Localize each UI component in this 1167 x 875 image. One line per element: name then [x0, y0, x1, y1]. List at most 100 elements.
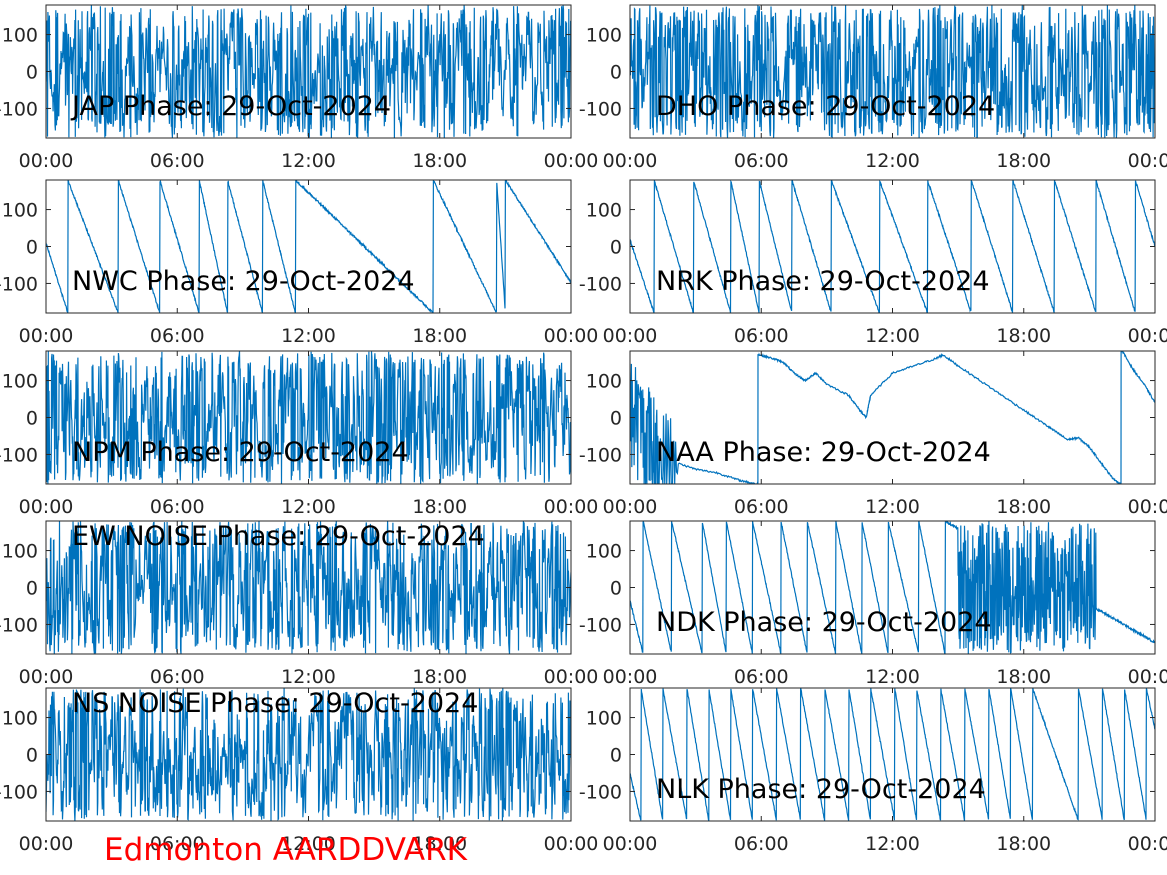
subplot-3: 100 0 -100 00:00 06:00 12:00 18:00 00:00 NWC Pha… [0, 179, 599, 347]
y-tick-label: 0 [26, 408, 38, 430]
y-tick-label: 100 [2, 371, 38, 393]
subplot-9: 100 0 -100 00:00 06:00 12:00 18:00 00:00 NS NOIS… [0, 687, 599, 855]
y-tick-label: 0 [610, 62, 622, 84]
subplot-2: 100 0 -100 00:00 06:00 12:00 18:00 00:00 DHO Pha… [579, 4, 1167, 172]
x-tick-label: 00:00 [1128, 150, 1167, 172]
x-tick-label: 12:00 [281, 833, 336, 855]
x-tick-label: 00:00 [603, 325, 658, 347]
subplot-title: NS NOISE Phase: 29-Oct-2024 [72, 688, 478, 719]
series-line [46, 688, 571, 821]
x-tick-label: 18:00 [412, 150, 467, 172]
y-tick-label: 100 [2, 541, 38, 563]
x-tick-label: 12:00 [865, 833, 920, 855]
x-tick-label: 12:00 [281, 150, 336, 172]
subplot-7: 100 0 -100 00:00 06:00 12:00 18:00 00:00 EW NOIS… [0, 520, 599, 688]
x-tick-label: 00:00 [19, 496, 74, 518]
y-tick-label: -100 [0, 781, 38, 803]
subplot-title: NWC Phase: 29-Oct-2024 [72, 266, 415, 297]
x-tick-label: 00:00 [544, 666, 599, 688]
x-tick-label: 00:00 [19, 325, 74, 347]
x-tick-label: 18:00 [996, 833, 1051, 855]
y-tick-label: 100 [586, 200, 622, 222]
y-tick-label: -100 [0, 444, 38, 466]
x-tick-label: 00:00 [19, 150, 74, 172]
subplot-title: NAA Phase: 29-Oct-2024 [656, 437, 991, 468]
x-tick-label: 12:00 [281, 325, 336, 347]
y-tick-label: -100 [579, 614, 622, 636]
y-tick-label: 100 [2, 25, 38, 47]
x-tick-label: 18:00 [412, 833, 467, 855]
series-line [630, 351, 1155, 484]
x-tick-label: 00:00 [603, 833, 658, 855]
subplot-6: 100 0 -100 00:00 06:00 12:00 18:00 00:00 NAA Pha… [579, 350, 1167, 518]
x-tick-label: 00:00 [1128, 666, 1167, 688]
x-tick-label: 00:00 [544, 833, 599, 855]
y-tick-label: -100 [0, 614, 38, 636]
y-tick-label: -100 [579, 273, 622, 295]
x-tick-label: 12:00 [281, 666, 336, 688]
subplot-title: NLK Phase: 29-Oct-2024 [656, 774, 986, 805]
subplot-title: JAP Phase: 29-Oct-2024 [70, 91, 391, 122]
y-tick-label: 0 [610, 408, 622, 430]
y-tick-label: -100 [0, 273, 38, 295]
series-line [630, 180, 1155, 313]
x-tick-label: 12:00 [865, 325, 920, 347]
x-tick-label: 18:00 [412, 666, 467, 688]
x-tick-label: 12:00 [865, 150, 920, 172]
y-tick-label: 100 [586, 25, 622, 47]
y-tick-label: -100 [579, 444, 622, 466]
subplot-5: 100 0 -100 00:00 06:00 12:00 18:00 00:00 NPM Pha… [0, 350, 598, 518]
x-tick-label: 00:00 [544, 325, 599, 347]
y-tick-label: 0 [26, 578, 38, 600]
y-tick-label: 0 [610, 578, 622, 600]
x-tick-label: 18:00 [996, 150, 1051, 172]
y-tick-label: -100 [579, 98, 622, 120]
subplot-title: NDK Phase: 29-Oct-2024 [656, 607, 992, 638]
x-tick-label: 06:00 [150, 150, 205, 172]
series-line [46, 521, 571, 654]
y-tick-label: 0 [610, 237, 622, 259]
x-tick-label: 00:00 [603, 666, 658, 688]
x-tick-label: 00:00 [19, 833, 74, 855]
y-tick-label: -100 [579, 781, 622, 803]
x-tick-label: 06:00 [734, 833, 789, 855]
x-tick-label: 12:00 [865, 496, 920, 518]
x-tick-label: 00:00 [544, 150, 599, 172]
x-tick-label: 06:00 [150, 666, 205, 688]
subplot-title: DHO Phase: 29-Oct-2024 [656, 91, 995, 122]
x-tick-label: 00:00 [1128, 496, 1167, 518]
y-tick-label: 0 [26, 237, 38, 259]
x-tick-label: 18:00 [412, 325, 467, 347]
subplot-title: NPM Phase: 29-Oct-2024 [72, 437, 409, 468]
x-tick-label: 00:00 [1128, 325, 1167, 347]
x-tick-label: 06:00 [734, 666, 789, 688]
y-tick-label: 100 [586, 371, 622, 393]
x-tick-label: 18:00 [996, 666, 1051, 688]
subplot-title: EW NOISE Phase: 29-Oct-2024 [72, 521, 485, 552]
series-line [46, 180, 571, 313]
y-tick-label: 0 [26, 745, 38, 767]
y-tick-label: 0 [610, 745, 622, 767]
subplot-4: 100 0 -100 00:00 06:00 12:00 18:00 00:00 NRK Pha… [579, 179, 1167, 347]
x-tick-label: 12:00 [281, 496, 336, 518]
y-tick-label: 0 [26, 62, 38, 84]
subplot-title: NRK Phase: 29-Oct-2024 [656, 266, 990, 297]
x-tick-label: 18:00 [412, 496, 467, 518]
y-tick-label: 100 [586, 541, 622, 563]
x-tick-label: 00:00 [603, 150, 658, 172]
series-line [46, 351, 571, 484]
x-tick-label: 06:00 [150, 833, 205, 855]
x-tick-label: 00:00 [19, 666, 74, 688]
x-tick-label: 06:00 [734, 496, 789, 518]
x-tick-label: 00:00 [603, 496, 658, 518]
y-tick-label: 100 [2, 708, 38, 730]
x-tick-label: 00:00 [1128, 833, 1167, 855]
series-line [630, 521, 1155, 654]
series-line [630, 5, 1155, 138]
subplot-1: 100 0 -100 00:00 06:00 12:00 18:00 00:00 JAP Pha… [0, 4, 599, 172]
subplot-10: 100 0 -100 00:00 06:00 12:00 18:00 00:00 NLK Pha… [579, 687, 1167, 855]
y-tick-label: 100 [2, 200, 38, 222]
subplot-8: 100 0 -100 00:00 06:00 12:00 18:00 00:00 NDK Pha… [579, 520, 1167, 688]
x-tick-label: 18:00 [996, 496, 1051, 518]
